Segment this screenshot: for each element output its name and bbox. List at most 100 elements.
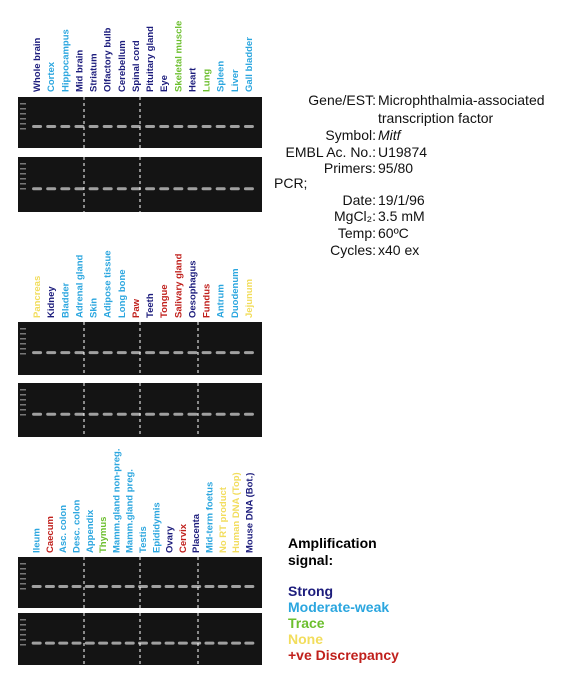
lane-label: Desc. colon [72, 499, 83, 553]
ladder [20, 178, 26, 180]
band [44, 641, 55, 645]
band [130, 187, 141, 191]
lane-label: Paw [131, 298, 142, 318]
info-value: 95/80 [378, 160, 413, 176]
band [88, 351, 99, 355]
band [159, 351, 170, 355]
band [74, 125, 85, 129]
band [111, 585, 122, 589]
band [231, 641, 242, 645]
band [177, 585, 188, 589]
band [130, 351, 141, 355]
lane-label: Adrenal gland [74, 254, 85, 318]
lane-label: Testis [138, 526, 149, 553]
ladder [20, 123, 26, 125]
gel [18, 157, 262, 212]
info-key: Temp: [338, 225, 376, 241]
ladder [20, 404, 26, 406]
lane-label: Skin [89, 298, 100, 318]
band [201, 125, 212, 129]
lane-label: Asc. colon [58, 505, 69, 553]
band [229, 412, 240, 416]
ladder [20, 578, 26, 580]
lane-label: Mamm.gland preg. [125, 469, 136, 553]
lane-label: Mid-term foetus [204, 482, 215, 553]
lane-label: Bladder [60, 282, 71, 318]
band [173, 412, 184, 416]
info-key: Primers: [324, 160, 376, 176]
lane-label: Epididymis [151, 502, 162, 553]
ladder [20, 563, 26, 565]
lane-label: Thymus [98, 517, 109, 553]
band [31, 585, 42, 589]
info-value: Mitf [378, 127, 403, 143]
band [71, 585, 82, 589]
lane-label: Whole brain [32, 37, 43, 92]
ladder [20, 588, 26, 590]
band [145, 187, 156, 191]
info-value: 60ºC [378, 225, 409, 241]
band [58, 585, 69, 589]
band [191, 585, 202, 589]
band [71, 641, 82, 645]
band [243, 351, 254, 355]
ladder [20, 583, 26, 585]
band [229, 125, 240, 129]
band [145, 125, 156, 129]
band [74, 187, 85, 191]
ladder [20, 333, 26, 335]
band [116, 412, 127, 416]
legend-item: +ve Discrepancy [288, 647, 399, 663]
ladder [20, 168, 26, 170]
band [243, 125, 254, 129]
ladder [20, 639, 26, 641]
lane-label: Ovary [165, 525, 176, 553]
band [32, 125, 43, 129]
info-value: transcription factor [378, 110, 493, 126]
band [204, 641, 215, 645]
info-key: MgCl₂: [334, 208, 376, 224]
band [46, 351, 57, 355]
ladder [20, 573, 26, 575]
ladder [20, 394, 26, 396]
lane-label: Spleen [216, 61, 227, 92]
band [124, 641, 135, 645]
lane-label: Tongue [159, 284, 170, 318]
lane-label: Long bone [117, 269, 128, 318]
band [187, 125, 198, 129]
lane-label: Cortex [46, 61, 57, 92]
band [116, 187, 127, 191]
lane-label: Antrum [216, 284, 227, 318]
band [60, 351, 71, 355]
band [159, 187, 170, 191]
lane-label: Spinal cord [131, 40, 142, 92]
band [215, 187, 226, 191]
band [102, 351, 113, 355]
band [111, 641, 122, 645]
band [58, 641, 69, 645]
ladder [20, 173, 26, 175]
ladder [20, 644, 26, 646]
band [173, 125, 184, 129]
band [217, 585, 228, 589]
lane-label: Placenta [191, 513, 202, 553]
band [159, 412, 170, 416]
band [204, 585, 215, 589]
lane-label: Pituitary gland [145, 26, 156, 92]
band [84, 641, 95, 645]
info-key: Date: [343, 192, 376, 208]
band [88, 187, 99, 191]
legend-title: signal: [288, 552, 333, 568]
band [102, 412, 113, 416]
band [201, 412, 212, 416]
band [88, 412, 99, 416]
ladder [20, 353, 26, 355]
band [173, 187, 184, 191]
ladder [20, 399, 26, 401]
band [116, 125, 127, 129]
lane-label: Eye [159, 75, 170, 92]
legend-title: Amplification [288, 535, 377, 551]
band [84, 585, 95, 589]
